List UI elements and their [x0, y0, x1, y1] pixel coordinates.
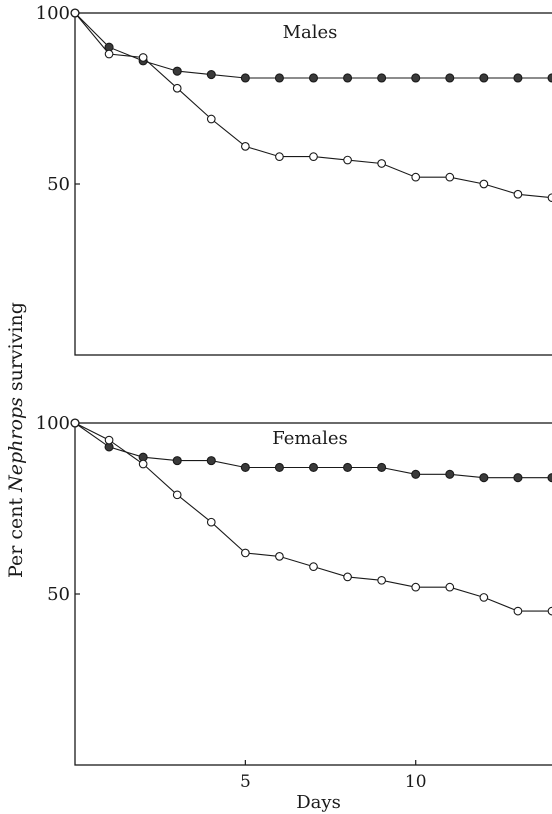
- open-data-point: [104, 49, 114, 59]
- open-data-point: [547, 193, 552, 203]
- filled-data-point: [274, 73, 284, 83]
- panel-title: Females: [272, 428, 348, 449]
- open-data-point: [275, 552, 284, 561]
- plot-frame: [74, 422, 552, 766]
- x-tick-label: 5: [240, 772, 251, 792]
- filled-data-point: [240, 73, 250, 83]
- filled-data-point: [513, 473, 523, 483]
- filled-data-point: [479, 473, 489, 483]
- panel-title: Males: [283, 22, 338, 43]
- filled-data-point: [274, 462, 284, 473]
- filled-data-point: [445, 73, 455, 83]
- open-data-point: [206, 114, 216, 124]
- filled-data-point: [411, 469, 421, 479]
- open-data-point: [70, 418, 80, 428]
- filled-data-point: [343, 462, 353, 473]
- open-data-point: [343, 155, 352, 165]
- open-data-point: [547, 606, 552, 616]
- open-data-point: [309, 152, 318, 161]
- filled-data-point: [445, 469, 455, 479]
- open-data-point: [377, 575, 386, 585]
- open-data-point: [206, 517, 216, 527]
- open-data-point: [70, 8, 80, 18]
- open-data-point: [275, 152, 284, 161]
- open-data-point: [479, 593, 489, 602]
- filled-data-point: [308, 462, 319, 473]
- open-data-point: [411, 172, 421, 182]
- filled-data-point: [308, 73, 319, 83]
- open-data-point: [241, 142, 250, 151]
- y-tick-label: 50: [47, 174, 70, 195]
- open-data-point: [172, 83, 182, 93]
- panel-females: Females 50 100 5 10 Days: [36, 413, 552, 813]
- filled-data-point: [377, 462, 387, 473]
- x-axis-label: Days: [296, 792, 341, 813]
- open-data-point: [138, 53, 148, 62]
- open-data-point: [513, 189, 523, 199]
- open-data-point: [445, 582, 455, 592]
- filled-data-point: [206, 456, 216, 466]
- y-axis-label-suffix: surviving: [5, 302, 27, 397]
- y-tick-label: 100: [36, 3, 70, 24]
- open-data-point: [411, 582, 421, 592]
- open-data-point: [513, 606, 523, 616]
- open-data-point: [309, 562, 318, 571]
- y-axis-label: Per cent Nephrops surviving: [5, 302, 27, 578]
- open-data-point: [104, 435, 114, 445]
- y-tick-label: 100: [36, 413, 70, 434]
- panel-males: Males 50 100: [36, 3, 552, 356]
- open-data-point: [172, 490, 182, 500]
- open-data-point: [377, 159, 386, 168]
- filled-data-point: [172, 456, 182, 466]
- open-data-point: [343, 572, 352, 582]
- filled-data-point: [206, 70, 216, 80]
- open-data-point: [445, 172, 455, 182]
- filled-data-point: [240, 462, 250, 473]
- filled-data-point: [343, 73, 353, 83]
- y-axis-label-prefix: Per cent: [5, 492, 27, 578]
- filled-data-point: [547, 73, 552, 83]
- open-data-point: [138, 459, 148, 469]
- filled-data-point: [172, 66, 182, 76]
- filled-data-point: [513, 73, 523, 83]
- open-series-line: [74, 422, 552, 612]
- y-tick-label: 50: [47, 584, 70, 605]
- y-axis-label-italic: Nephrops: [5, 397, 27, 493]
- open-data-point: [479, 179, 489, 189]
- filled-data-point: [547, 473, 552, 483]
- x-tick-label: 10: [405, 772, 427, 792]
- filled-data-point: [479, 73, 489, 83]
- filled-data-point: [411, 73, 421, 83]
- open-data-point: [241, 548, 250, 558]
- filled-data-point: [377, 73, 387, 83]
